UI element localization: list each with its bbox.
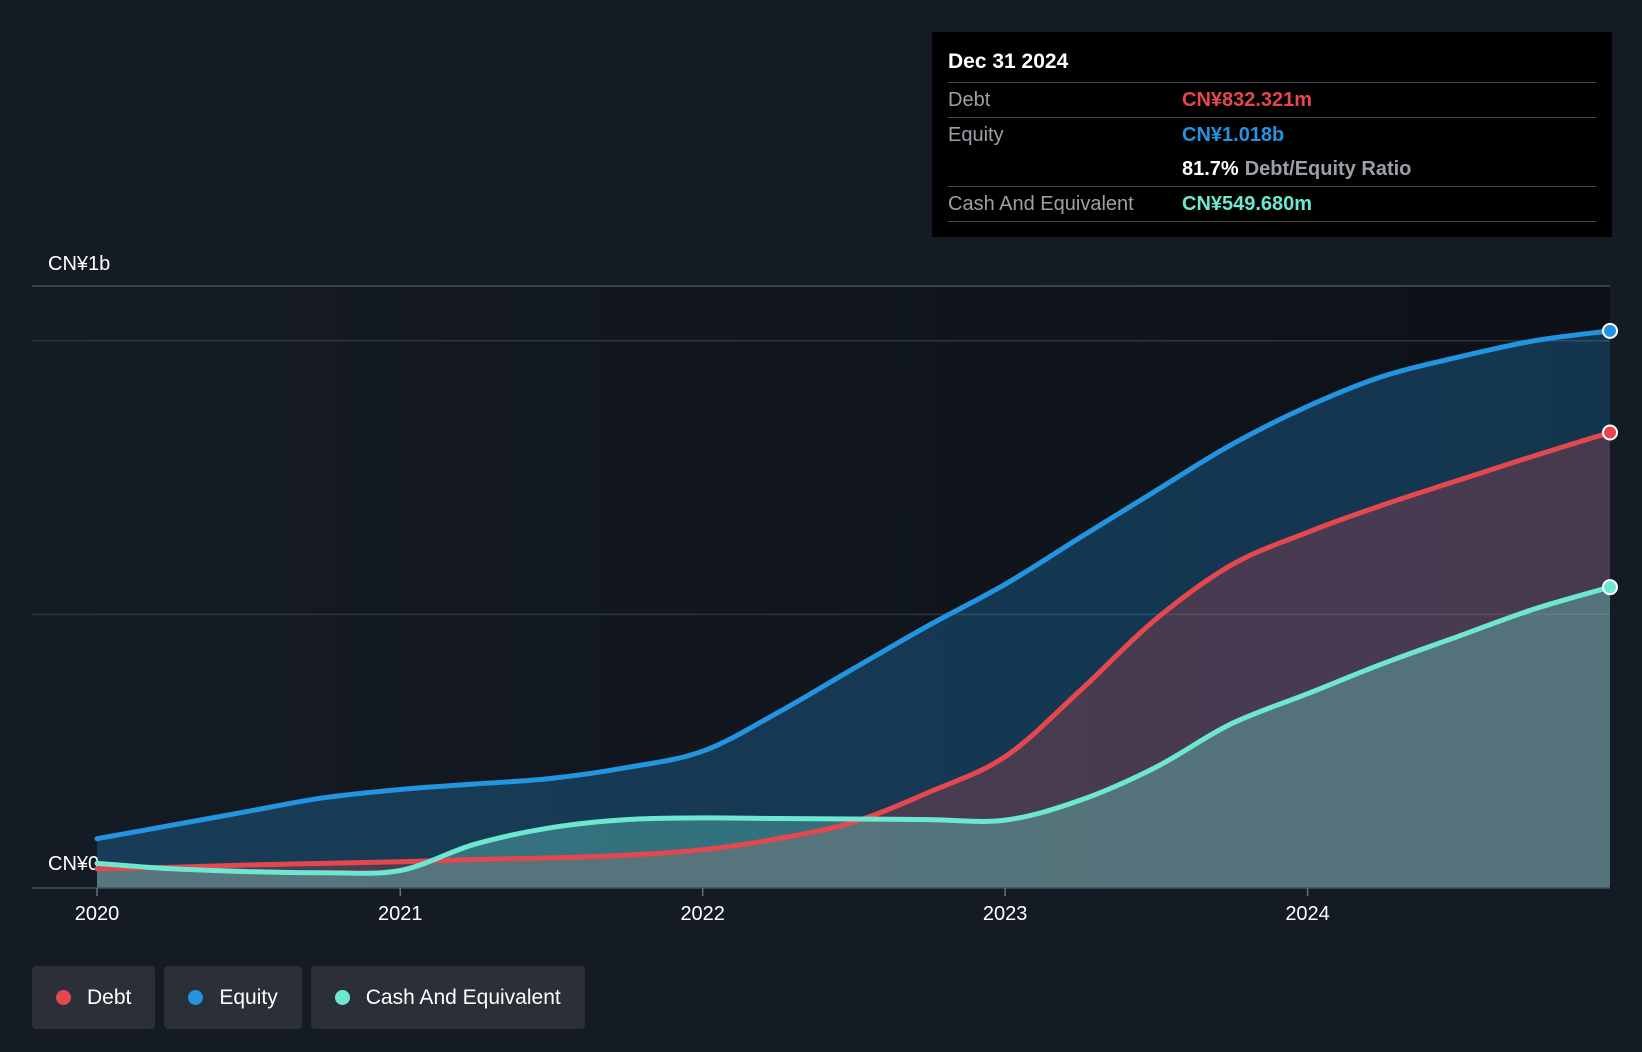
circle-icon <box>56 990 71 1005</box>
tooltip-value: CN¥1.018b <box>1182 124 1285 146</box>
ratio-value: 81.7% <box>1182 158 1239 180</box>
x-axis: 2020 2021 2022 2023 2024 <box>32 887 1610 925</box>
legend-item-debt[interactable]: Debt <box>32 966 156 1029</box>
tooltip-label: Cash And Equivalent <box>948 193 1134 215</box>
circle-icon <box>334 990 350 1005</box>
circle-icon <box>188 990 204 1005</box>
series-line <box>94 328 1613 842</box>
series-lines <box>94 328 1613 876</box>
legend-item-equity[interactable]: Equity <box>164 966 302 1029</box>
tooltip-row-cash: Cash And Equivalent CN¥549.680m <box>948 187 1596 222</box>
legend-label: Equity <box>219 985 278 1009</box>
x-tick-label: 2020 <box>75 903 120 925</box>
tooltip-row-equity: Equity CN¥1.018b <box>948 118 1596 152</box>
legend: Debt Equity Cash And Equivalent <box>32 966 585 1029</box>
x-tick-label: 2021 <box>378 903 423 925</box>
tooltip-date: Dec 31 2024 <box>948 46 1596 83</box>
y-tick-label: CN¥0 <box>48 853 99 875</box>
tooltip-label: Equity <box>948 124 1004 146</box>
end-markers <box>1602 322 1618 596</box>
x-tick-label: 2024 <box>1285 903 1330 925</box>
legend-label: Cash And Equivalent <box>365 985 561 1009</box>
series-area <box>97 587 1610 888</box>
series-line <box>94 584 1613 876</box>
legend-label: Debt <box>87 985 132 1009</box>
series-area <box>97 330 1610 888</box>
tooltip-value: CN¥832.321m <box>1182 89 1313 111</box>
tooltip-row-ratio: 81.7% Debt/Equity Ratio <box>948 152 1596 187</box>
tooltip-value: CN¥549.680m <box>1182 193 1313 215</box>
y-tick-label: CN¥1b <box>48 253 110 275</box>
end-marker <box>1602 322 1618 339</box>
series-area <box>97 432 1610 888</box>
legend-item-cash[interactable]: Cash And Equivalent <box>310 966 585 1029</box>
end-marker <box>1602 579 1618 596</box>
end-marker <box>1602 424 1618 441</box>
tooltip-label: Debt <box>948 89 991 111</box>
debt-equity-chart: CN¥0 CN¥1b 2020 2021 2022 2023 2024 <box>32 253 1618 925</box>
ratio-label: Debt/Equity Ratio <box>1244 158 1412 180</box>
series-areas <box>97 330 1610 888</box>
x-tick-label: 2022 <box>680 903 725 925</box>
tooltip-label <box>948 152 1182 186</box>
tooltip-row-debt: Debt CN¥832.321m <box>948 83 1596 118</box>
x-tick-label: 2023 <box>983 903 1028 925</box>
plot-background <box>32 286 1610 888</box>
grid-lines: CN¥0 CN¥1b <box>32 253 1610 875</box>
series-line <box>94 430 1613 872</box>
tooltip-panel: Dec 31 2024 Debt CN¥832.321m Equity CN¥1… <box>932 32 1612 237</box>
